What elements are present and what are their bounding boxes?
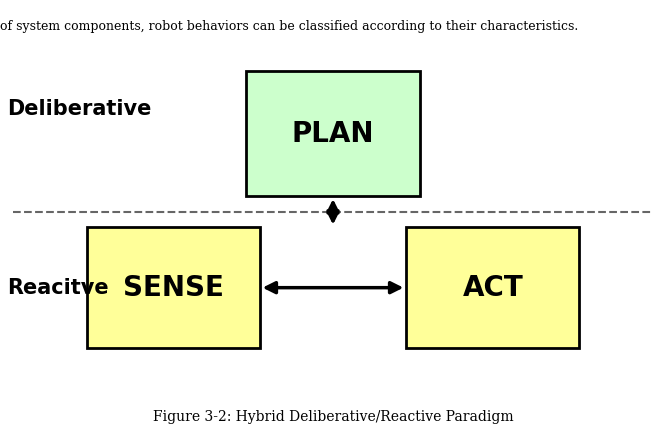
Text: SENSE: SENSE xyxy=(123,274,224,301)
Text: Figure 3-2: Hybrid Deliberative/Reactive Paradigm: Figure 3-2: Hybrid Deliberative/Reactive… xyxy=(153,410,513,424)
Text: Reacitve: Reacitve xyxy=(7,278,109,297)
Text: of system components, robot behaviors can be classified according to their chara: of system components, robot behaviors ca… xyxy=(0,20,578,33)
Bar xyxy=(246,71,420,196)
Bar xyxy=(87,227,260,348)
Text: ACT: ACT xyxy=(462,274,523,301)
Bar xyxy=(406,227,579,348)
Text: PLAN: PLAN xyxy=(292,120,374,148)
Text: Deliberative: Deliberative xyxy=(7,99,151,119)
